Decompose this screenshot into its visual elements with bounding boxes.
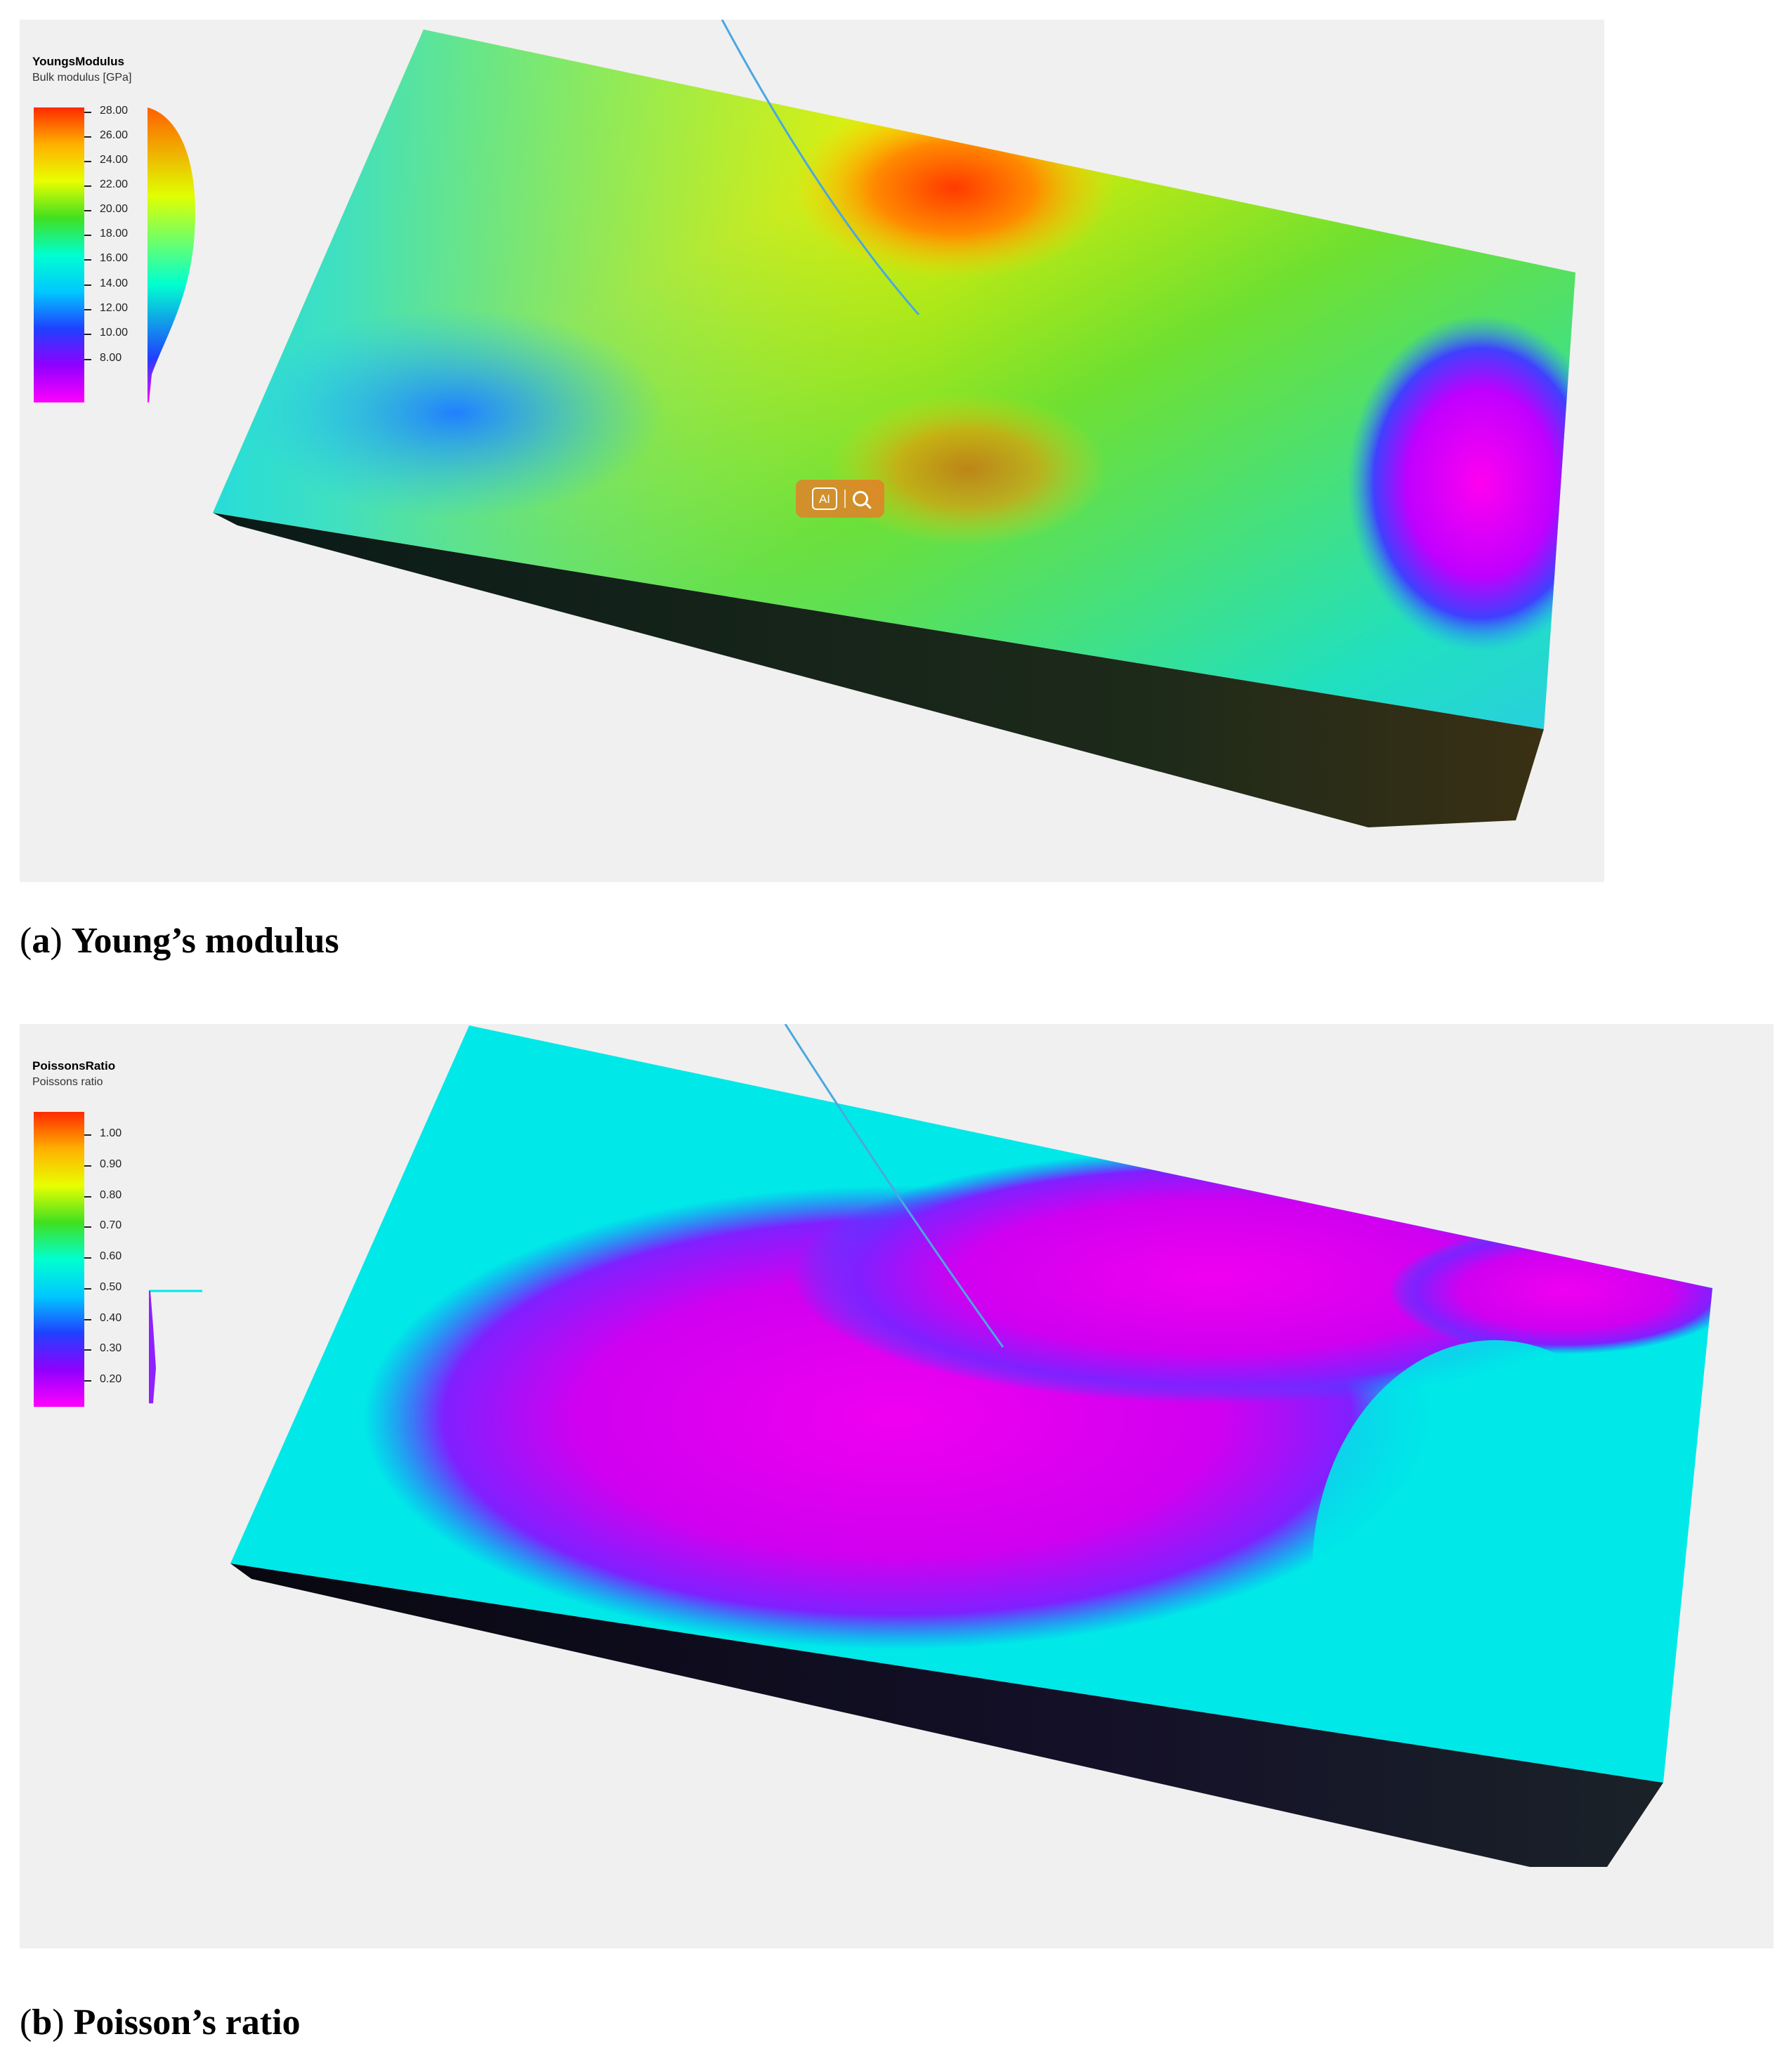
ai-button[interactable]: AI [812,487,837,510]
youngs-modulus-3d-grid[interactable] [20,20,1604,882]
caption-a: (a) Young’s modulus [20,921,339,961]
poissons-ratio-3d-grid[interactable] [20,1024,1774,1948]
colormap-bar [34,1112,84,1407]
legend-title: YoungsModulus [32,55,124,68]
histogram [149,1290,202,1403]
viewport-poissons-ratio[interactable]: PoissonsRatio Poissons ratio 1.00 0.90 0… [20,1024,1774,1948]
legend-subtitle: Bulk modulus [GPa] [32,72,132,84]
viewport-youngs-modulus[interactable]: YoungsModulus Bulk modulus [GPa] 28.00 2… [20,20,1604,882]
magnifier-icon[interactable] [853,491,868,506]
grid-side-face [213,513,1544,827]
well-trajectory [721,20,920,315]
caption-b: (b) Poisson’s ratio [20,2002,301,2043]
well-trajectory [784,1024,1004,1348]
histogram [148,107,195,402]
legend-title: PoissonsRatio [32,1059,116,1073]
legend-subtitle: Poissons ratio [32,1076,103,1088]
colormap-bar [34,107,84,402]
grid-side-face [230,1563,1663,1867]
ai-search-widget[interactable]: AI [796,480,884,518]
widget-separator [844,490,846,508]
